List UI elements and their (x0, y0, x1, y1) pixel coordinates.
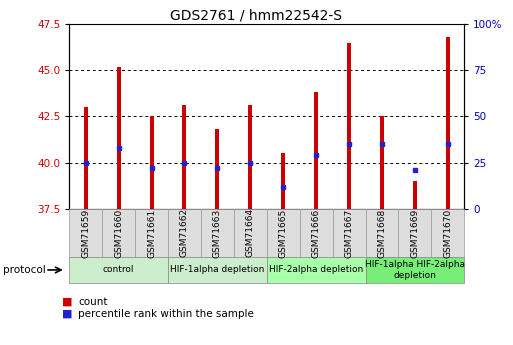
Text: ■: ■ (62, 297, 72, 307)
Bar (347, 42, 351, 209)
Bar (446, 37, 450, 209)
Bar (215, 129, 220, 209)
Text: GSM71667: GSM71667 (345, 208, 353, 257)
Text: GDS2761 / hmm22542-S: GDS2761 / hmm22542-S (170, 9, 343, 23)
Bar (380, 117, 384, 209)
Text: control: control (103, 265, 134, 275)
Text: HIF-1alpha depletion: HIF-1alpha depletion (170, 265, 265, 275)
Text: GSM71666: GSM71666 (311, 208, 321, 257)
Text: GSM71670: GSM71670 (443, 208, 452, 257)
Text: percentile rank within the sample: percentile rank within the sample (78, 309, 254, 319)
Text: HIF-1alpha HIF-2alpha
depletion: HIF-1alpha HIF-2alpha depletion (365, 260, 465, 280)
Text: GSM71662: GSM71662 (180, 208, 189, 257)
Text: ■: ■ (62, 309, 72, 319)
Text: GSM71659: GSM71659 (81, 208, 90, 257)
Bar (248, 105, 252, 209)
Bar (183, 105, 186, 209)
Text: GSM71664: GSM71664 (246, 208, 255, 257)
Text: count: count (78, 297, 108, 307)
Text: protocol: protocol (3, 265, 45, 275)
Bar (150, 117, 153, 209)
Text: GSM71668: GSM71668 (378, 208, 386, 257)
Text: GSM71665: GSM71665 (279, 208, 288, 257)
Bar (116, 67, 121, 209)
Bar (314, 92, 318, 209)
Text: GSM71660: GSM71660 (114, 208, 123, 257)
Bar (84, 107, 88, 209)
Text: HIF-2alpha depletion: HIF-2alpha depletion (269, 265, 363, 275)
Text: GSM71663: GSM71663 (213, 208, 222, 257)
Text: GSM71661: GSM71661 (147, 208, 156, 257)
Text: GSM71669: GSM71669 (410, 208, 420, 257)
Bar (413, 181, 417, 209)
Bar (281, 153, 285, 209)
